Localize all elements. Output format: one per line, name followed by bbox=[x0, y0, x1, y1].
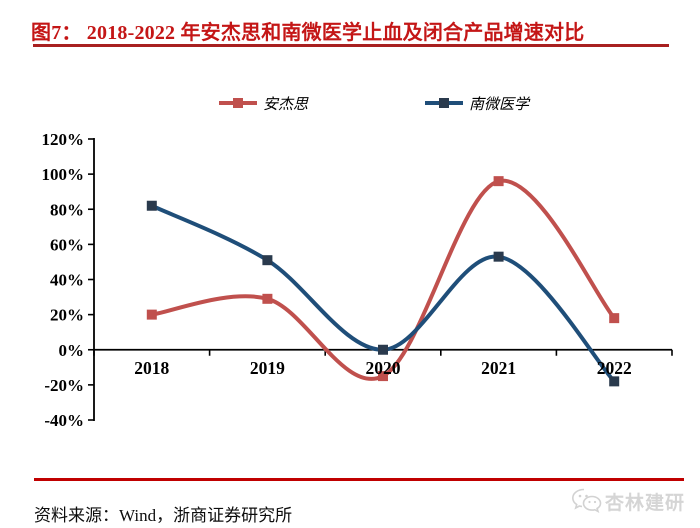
y-axis-tick-label: -20% bbox=[44, 376, 84, 395]
figure-title: 图7： 2018-2022 年安杰思和南微医学止血及闭合产品增速对比 bbox=[31, 22, 585, 44]
series-line-1 bbox=[149, 203, 617, 384]
x-axis-year-label: 2022 bbox=[597, 358, 632, 378]
source-note: 资料来源：Wind，浙商证券研究所 bbox=[34, 506, 293, 525]
y-axis-tick-label: 120% bbox=[42, 130, 85, 149]
data-point-marker-s1 bbox=[262, 255, 273, 266]
data-point-marker-s0 bbox=[262, 293, 273, 304]
y-axis-tick-label: 80% bbox=[50, 200, 84, 219]
legend-red-line-marker bbox=[219, 94, 257, 112]
x-axis-year-label: 2020 bbox=[366, 358, 401, 378]
watermark-text: 杏林建研 bbox=[605, 492, 686, 514]
title-underline-rule bbox=[33, 44, 669, 47]
legend-item-anjiesi: 安杰思 bbox=[219, 94, 309, 113]
legend-blue-line-marker bbox=[425, 94, 463, 112]
x-axis-year-label: 2021 bbox=[481, 358, 516, 378]
footer-rule bbox=[34, 478, 684, 481]
y-axis-tick-label: 0% bbox=[59, 341, 85, 360]
legend-item-nanwei: 南微医学 bbox=[425, 94, 530, 113]
y-axis-tick-label: 20% bbox=[50, 306, 84, 325]
legend-label-nanwei: 南微医学 bbox=[469, 96, 530, 113]
y-axis-tick-label: 100% bbox=[42, 165, 85, 184]
data-point-marker-s1 bbox=[378, 344, 388, 355]
y-axis-tick-label: -40% bbox=[44, 411, 84, 430]
series-line-0 bbox=[149, 178, 617, 381]
growth-comparison-chart: 120% 100% 80% 60% 40% 20% 0% -20% -40% 2018 2019 20… bbox=[42, 130, 673, 430]
data-point-marker-s0 bbox=[609, 313, 620, 324]
watermark: 杏林建研 bbox=[571, 487, 685, 515]
wechat-icon bbox=[571, 488, 602, 514]
x-axis-year-label: 2018 bbox=[134, 358, 169, 378]
y-axis-tick-label: 40% bbox=[50, 271, 84, 290]
data-point-marker-s0 bbox=[378, 371, 388, 382]
data-point-marker-s0 bbox=[493, 176, 504, 187]
legend-label-anjiesi: 安杰思 bbox=[263, 96, 309, 113]
data-point-marker-s0 bbox=[146, 309, 157, 320]
data-point-marker-s1 bbox=[493, 251, 504, 262]
data-point-marker-s1 bbox=[146, 200, 157, 211]
data-point-marker-s1 bbox=[609, 376, 620, 387]
x-axis-year-label: 2019 bbox=[250, 358, 285, 378]
y-axis-tick-label: 60% bbox=[50, 235, 84, 254]
